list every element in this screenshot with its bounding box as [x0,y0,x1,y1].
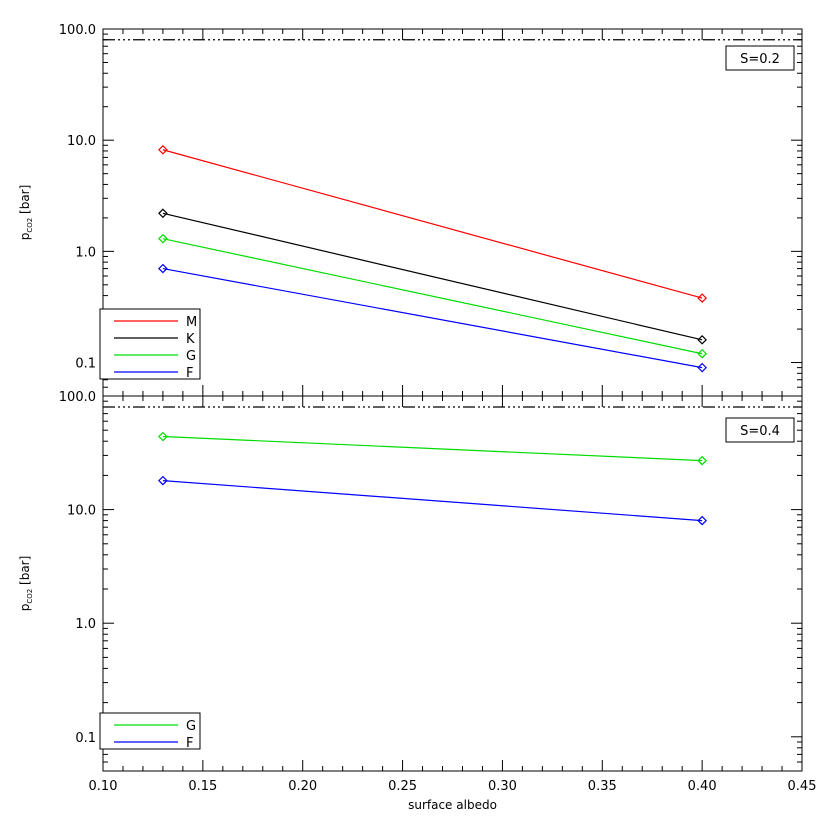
legend-label-F: F [186,736,193,751]
plot-frame [102,28,803,397]
data-point-G [697,455,707,466]
annotation-box [725,417,795,443]
data-point-F [697,515,707,526]
y-tick-label: 1.0 [75,245,96,260]
x-tick-label: 0.15 [188,779,217,794]
x-tick-label: 0.45 [788,779,817,794]
data-point-G [158,233,168,244]
x-tick-label: 0.30 [488,779,517,794]
series-line-M [162,149,703,299]
y-tick-label: 0.1 [75,731,96,746]
legend-label-M: M [186,315,197,330]
x-tick-label: 0.20 [288,779,317,794]
data-point-F [697,362,707,373]
panel-bottom: 0.1 1.0 10.0 100.0 0.10 0.15 0.20 0.25 0.30 0.35 0… [18,390,816,812]
legend-label-G: G [186,349,196,364]
x-tick-label: 0.25 [388,779,417,794]
y-tick-label: 100.0 [59,390,96,405]
series-line-F [162,480,703,522]
y-axis-label-unit: [bar] [18,556,32,589]
data-point-M [158,144,168,155]
y-ticks [103,28,802,397]
annotation-text: S=0.2 [740,52,780,67]
legend-box [99,308,201,380]
x-ticks [102,29,803,396]
plot-frame [102,395,803,772]
y-axis-label-sub: CO2 [26,218,34,233]
x-ticks [102,396,803,771]
legend-label-F: F [186,366,193,381]
x-tick-label: 0.40 [688,779,717,794]
series-line-G [162,435,703,462]
annotation-text: S=0.4 [740,424,780,439]
x-tick-label: 0.10 [89,779,118,794]
legend-label-K: K [186,332,195,347]
annotation-box [725,45,795,71]
x-tick-label: 0.35 [588,779,617,794]
data-point-G [697,348,707,359]
y-axis-label: pCO2 [bar] [18,185,34,241]
series-line-G [162,238,703,355]
y-tick-label: 0.1 [75,357,96,372]
y-ticks [103,395,802,772]
y-tick-label: 100.0 [59,23,96,38]
data-point-F [158,263,168,274]
data-point-K [158,208,168,219]
y-axis-label: pCO2 [bar] [18,556,34,612]
data-point-F [158,475,168,486]
legend-box [99,712,201,750]
series-line-K [162,212,703,341]
y-axis-label-unit: [bar] [18,185,32,218]
y-axis-label-main: p [18,233,32,241]
y-axis-label-main: p [18,604,32,612]
y-tick-label: 1.0 [75,617,96,632]
data-point-G [158,431,168,442]
y-tick-label: 10.0 [67,504,96,519]
data-point-M [697,293,707,303]
y-tick-label: 10.0 [67,134,96,149]
series-line-F [162,267,703,369]
y-axis-label-sub: CO2 [26,589,34,604]
x-axis-label: surface albedo [408,798,497,812]
data-point-K [697,334,707,345]
legend-label-G: G [186,719,196,734]
